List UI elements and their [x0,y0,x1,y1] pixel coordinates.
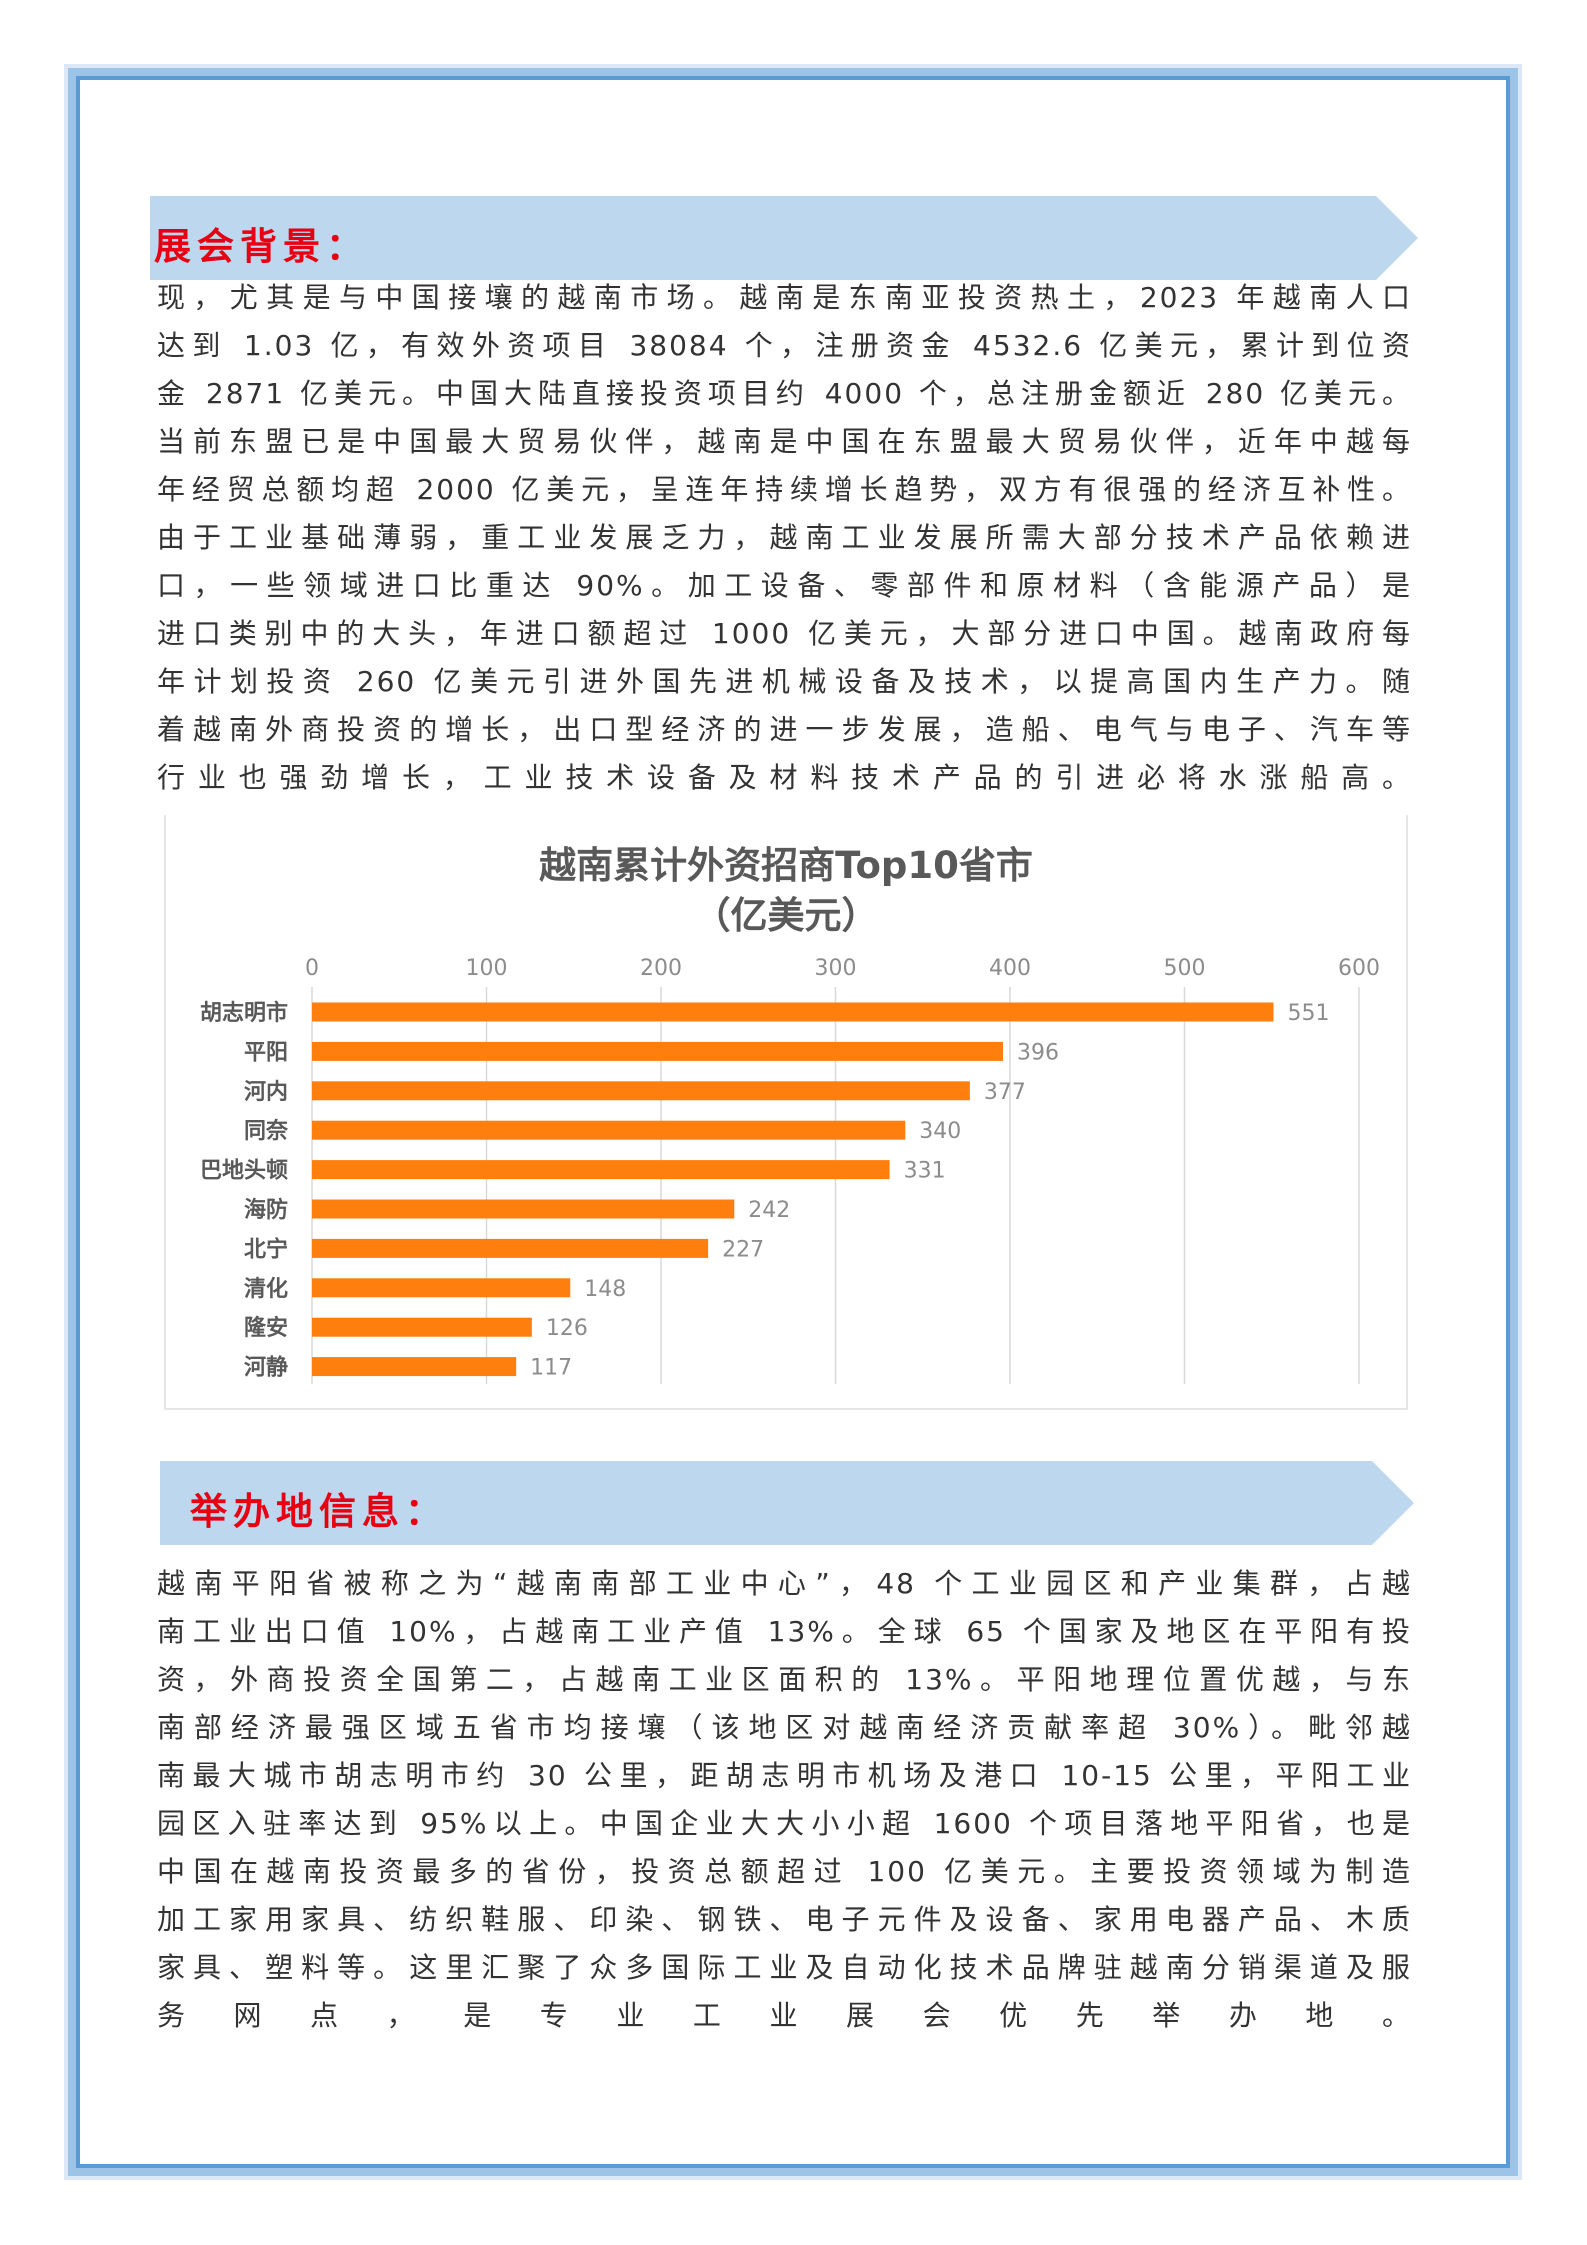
category-label: 同奈 [244,1118,289,1144]
category-label: 平阳 [244,1040,288,1065]
venue-paragraph: 越南平阳省被称之为“越南南部工业中心”，48 个工业园区和产业集群，占越 南工业出… [157,1560,1412,2040]
x-tick-label: 500 [1164,956,1206,981]
paragraph-line: 中国在越南投资最多的省份，投资总额超过 100 亿美元。主要投资领域为制造 [157,1855,1412,1888]
category-label: 北宁 [244,1236,288,1262]
paragraph-line: 南工业出口值 10%，占越南工业产值 13%。全球 65 个国家及地区在平阳有投 [157,1615,1412,1648]
data-label: 126 [546,1316,588,1341]
bar [312,1317,532,1337]
data-label: 117 [530,1356,572,1381]
x-tick-label: 400 [989,956,1031,981]
x-tick-label: 300 [815,956,857,981]
bar [312,1199,735,1219]
section-banner-background: 展会背景： [150,196,1418,280]
page-border [64,64,1522,2180]
category-label: 海防 [244,1197,288,1223]
section-title-venue: 举办地信息： [190,1490,448,1533]
x-tick-label: 600 [1338,956,1380,981]
bar [312,1357,517,1377]
x-tick-label: 0 [305,956,319,981]
bar [312,1041,1004,1061]
bar [312,1081,970,1101]
paragraph-line: 着越南外商投资的增长，出口型经济的进一步发展，造船、电气与电子、汽车等 [157,713,1412,746]
arrow-banner-shape [160,1461,1414,1545]
data-label: 551 [1287,1001,1329,1026]
category-label: 胡志明市 [200,1000,288,1026]
background-paragraph: 现，尤其是与中国接壤的越南市场。越南是东南亚投资热土，2023 年越南人口 达到 … [157,274,1412,802]
chart-title: 越南累计外资招商Top10省市 [539,844,1033,887]
paragraph-line: 资，外商投资全国第二，占越南工业区面积的 13%。平阳地理位置优越，与东 [157,1663,1412,1696]
data-label: 340 [919,1119,961,1144]
category-label: 清化 [244,1276,288,1302]
paragraph-line: 达到 1.03 亿，有效外资项目 38084 个，注册资金 4532.6 亿美元… [157,329,1412,362]
paragraph-line: 南最大城市胡志明市约 30 公里，距胡志明市机场及港口 10-15 公里，平阳工… [157,1759,1412,1792]
x-tick-label: 100 [466,956,508,981]
chart-plot: 0 100 200 300 400 500 600 胡志明市 551 平阳 396 河内 377 同奈 34… [200,956,1380,1384]
investment-bar-chart: 越南累计外资招商Top10省市 （亿美元） 0 100 200 300 400 500 60… [164,815,1408,1410]
paragraph-line: 由于工业基础薄弱，重工业发展乏力，越南工业发展所需大部分技术产品依赖进 [157,521,1412,554]
category-label: 河内 [244,1080,288,1105]
paragraph-line: 进口类别中的大头，年进口额超过 1000 亿美元，大部分进口中国。越南政府每 [157,617,1412,650]
bar [312,1120,906,1140]
data-label: 377 [984,1080,1026,1105]
paragraph-line: 当前东盟已是中国最大贸易伙伴，越南是中国在东盟最大贸易伙伴，近年中越每 [157,425,1412,458]
paragraph-line: 园区入驻率达到 95%以上。中国企业大大小小超 1600 个项目落地平阳省，也是 [157,1807,1412,1840]
x-tick-label: 200 [640,956,682,981]
arrow-banner-shape [150,196,1418,280]
category-label: 河静 [244,1355,288,1381]
data-label: 396 [1017,1040,1059,1065]
paragraph-line: 现，尤其是与中国接壤的越南市场。越南是东南亚投资热土，2023 年越南人口 [157,281,1412,314]
paragraph-line: 家具、塑料等。这里汇聚了众多国际工业及自动化技术品牌驻越南分销渠道及服 [157,1951,1412,1984]
paragraph-line: 越南平阳省被称之为“越南南部工业中心”，48 个工业园区和产业集群，占越 [157,1567,1412,1600]
paragraph-line: 行业也强劲增长，工业技术设备及材料技术产品的引进必将水涨船高。 [157,761,1412,794]
category-label: 隆安 [244,1315,288,1341]
paragraph-line: 加工家用家具、纺织鞋服、印染、钢铁、电子元件及设备、家用电器产品、木质 [157,1903,1412,1936]
section-banner-venue: 举办地信息： [160,1461,1414,1545]
section-title-background: 展会背景： [154,225,369,268]
data-label: 227 [722,1237,764,1262]
bar [312,1160,890,1180]
paragraph-line: 口，一些领域进口比重达 90%。加工设备、零部件和原材料（含能源产品）是 [157,569,1412,602]
chart-subtitle: （亿美元） [693,894,879,937]
paragraph-line: 务网点，是专业工业展会优先举办地。 [157,1999,1412,2032]
data-label: 242 [748,1198,790,1223]
bar [312,1278,571,1298]
bar [312,1002,1274,1022]
paragraph-line: 金 2871 亿美元。中国大陆直接投资项目约 4000 个，总注册金额近 280… [157,377,1412,410]
paragraph-line: 年计划投资 260 亿美元引进外国先进机械设备及技术，以提高国内生产力。随 [157,665,1412,698]
category-label: 巴地头顿 [200,1159,288,1184]
paragraph-line: 南部经济最强区域五省市均接壤（该地区对越南经济贡献率超 30%）。毗邻越 [157,1711,1412,1744]
data-label: 148 [584,1277,626,1302]
data-label: 331 [904,1159,946,1184]
paragraph-line: 年经贸总额均超 2000 亿美元，呈连年持续增长趋势，双方有很强的经济互补性。 [157,473,1412,506]
bar [312,1238,709,1258]
